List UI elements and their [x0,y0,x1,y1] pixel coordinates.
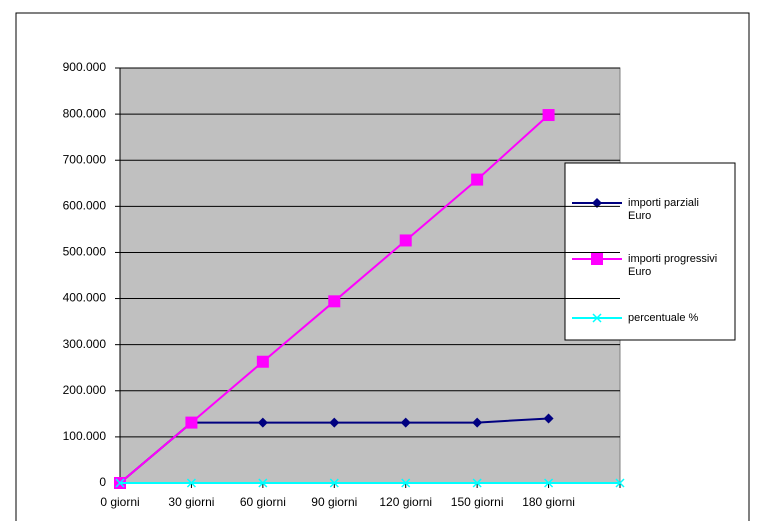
x-tick-label: 0 giorni [100,495,139,509]
marker [472,417,483,428]
legend-label: importi progressivi Euro [628,253,717,278]
y-tick-label: 200.000 [63,383,107,397]
y-tick-label: 400.000 [63,291,107,305]
x-tick-label: 60 giorni [240,495,286,509]
y-tick-label: 300.000 [63,337,107,351]
y-tick-label: 0 [99,475,106,489]
y-tick-label: 600.000 [63,199,107,213]
marker [472,478,482,488]
x-tick-label: 90 giorni [311,495,357,509]
marker [543,413,554,424]
x-tick-label: 180 giorni [522,495,575,509]
y-tick-label: 900.000 [63,60,107,74]
marker [329,417,340,428]
y-tick-label: 100.000 [63,429,107,443]
marker [471,173,484,186]
marker [115,478,125,488]
plot-area [119,67,621,484]
marker [258,478,268,488]
marker [591,253,603,265]
legend: importi parziali Euro importi progressivi E… [564,162,736,341]
legend-label: importi parziali Euro [628,197,699,222]
x-tick-label: 150 giorni [451,495,504,509]
marker [257,417,268,428]
marker [186,478,196,488]
marker [542,109,555,122]
y-tick-label: 700.000 [63,152,107,166]
x-tick-label: 120 giorni [379,495,432,509]
legend-box [564,162,736,341]
y-tick-label: 800.000 [63,106,107,120]
x-tick-label: 30 giorni [168,495,214,509]
marker [401,478,411,488]
marker [544,478,554,488]
marker [185,416,198,429]
y-tick-label: 500.000 [63,245,107,259]
marker [615,478,625,488]
legend-label: percentuale % [628,312,699,324]
marker [399,234,412,247]
marker [592,198,602,208]
marker [256,355,269,368]
marker [592,313,602,323]
marker [328,295,341,308]
marker [329,478,339,488]
marker [400,417,411,428]
